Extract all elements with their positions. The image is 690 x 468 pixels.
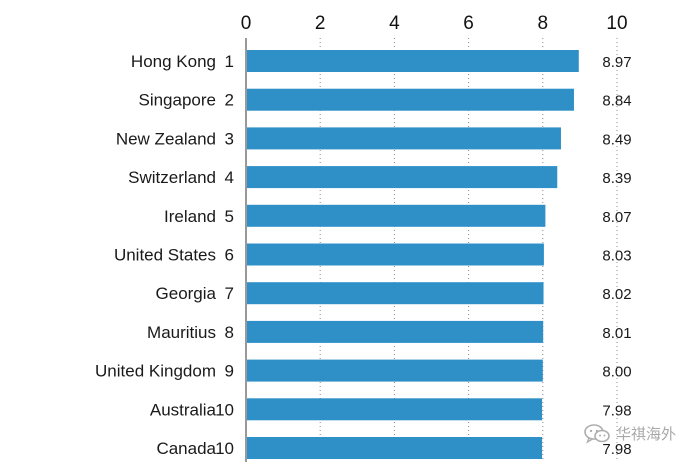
x-axis-ticks: 0 2 4 6 8 10 [241, 13, 628, 34]
category-labels: Hong Kong 1 Singapore 2 New Zealand 3 Switzerl… [95, 52, 234, 458]
value-label: 8.00 [602, 364, 631, 381]
rank-label: 8 [225, 323, 234, 342]
value-label: 7.98 [602, 402, 631, 419]
value-label: 8.84 [602, 93, 631, 110]
watermark: 华祺海外 [584, 423, 676, 444]
watermark-text: 华祺海外 [615, 425, 676, 443]
value-label: 8.07 [602, 209, 631, 226]
bar [247, 127, 561, 150]
bar [247, 398, 543, 421]
value-label: 8.49 [602, 131, 631, 148]
value-label: 8.03 [602, 248, 631, 265]
bar [247, 437, 543, 459]
rank-label: 5 [225, 207, 234, 226]
rank-label: 9 [225, 362, 234, 381]
bar [247, 50, 579, 72]
rank-label: 3 [225, 129, 234, 148]
category-label: Canada [156, 439, 216, 458]
rank-label: 2 [225, 91, 234, 110]
rank-label: 7 [225, 284, 234, 303]
category-label: Singapore [138, 91, 216, 110]
bars [247, 50, 579, 459]
x-tick-label: 6 [463, 13, 474, 34]
category-label: Ireland [164, 207, 216, 226]
category-label: Mauritius [147, 323, 216, 342]
value-label: 7.98 [602, 441, 631, 458]
x-tick-label: 2 [315, 13, 326, 34]
bar [247, 166, 558, 189]
category-label: Australia [150, 400, 217, 419]
category-label: New Zealand [116, 129, 216, 148]
rank-label: 6 [225, 246, 234, 265]
x-tick-label: 8 [538, 13, 549, 34]
category-label: Switzerland [128, 168, 216, 187]
bar [247, 243, 544, 266]
bar [247, 282, 544, 305]
rank-label: 10 [215, 400, 234, 419]
category-label: United Kingdom [95, 362, 216, 381]
category-label: Hong Kong [131, 52, 216, 71]
bar [247, 88, 574, 111]
value-label: 8.39 [602, 170, 631, 187]
value-labels: 8.97 8.84 8.49 8.39 8.07 8.03 8.02 8.01 8.00 7.98… [602, 54, 631, 458]
value-label: 8.02 [602, 286, 631, 303]
bar [247, 320, 544, 343]
x-tick-label: 10 [606, 13, 627, 34]
category-label: United States [114, 246, 216, 265]
category-label: Georgia [156, 284, 217, 303]
rank-label: 4 [225, 168, 234, 187]
x-tick-label: 0 [241, 13, 252, 34]
bar [247, 359, 543, 382]
value-label: 8.01 [602, 325, 631, 342]
rank-label: 1 [225, 52, 234, 71]
x-tick-label: 4 [389, 13, 400, 34]
value-label: 8.97 [602, 54, 631, 71]
wechat-logo-icon [584, 423, 610, 444]
rank-label: 10 [215, 439, 234, 458]
bar [247, 204, 546, 227]
